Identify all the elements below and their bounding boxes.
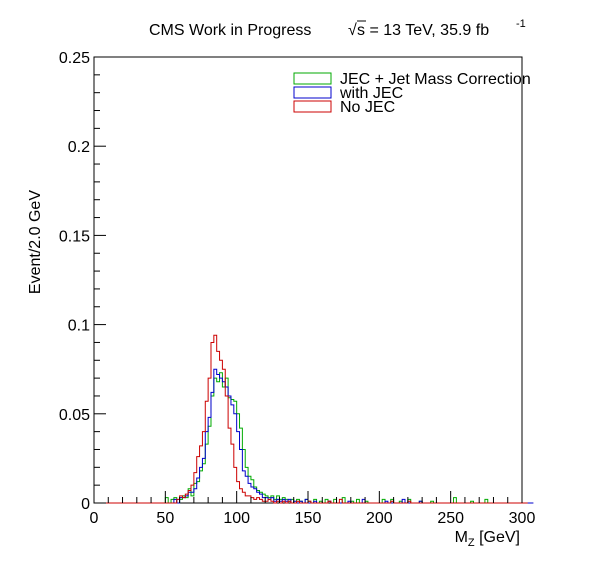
y-tick-label: 0.15	[59, 228, 90, 245]
y-tick-label: 0.25	[59, 50, 90, 67]
x-axis-label-unit: [GeV]	[475, 529, 520, 546]
y-tick-label: 0	[81, 496, 90, 513]
x-tick-label: 0	[90, 510, 99, 527]
y-tick-label: 0.05	[59, 407, 90, 424]
x-tick-label: 200	[366, 510, 393, 527]
legend-label: No JEC	[340, 99, 395, 116]
histogram-series-group	[94, 334, 534, 504]
y-axis: 0 0.05 0.1 0.15 0.2 0.25	[59, 50, 106, 513]
y-axis-label: Event/2.0 GeV	[27, 190, 44, 294]
plot-frame	[93, 56, 523, 504]
x-axis: 0 50 100 150 200 250 300	[90, 491, 536, 527]
x-tick-label: 100	[223, 510, 250, 527]
sqrt-symbol: √	[348, 22, 357, 39]
legend-swatch	[293, 100, 332, 113]
y-tick-label: 0.1	[68, 318, 90, 335]
legend-label: JEC + Jet Mass Correction	[340, 71, 531, 88]
x-tick-label: 250	[437, 510, 464, 527]
x-axis-label: MZ [GeV]	[455, 529, 520, 549]
y-tick-label: 0.2	[68, 139, 90, 156]
histogram-series-0	[94, 372, 531, 504]
x-tick-label: 300	[509, 510, 536, 527]
x-axis-label-subscript: Z	[468, 537, 475, 549]
legend-swatch	[293, 86, 332, 99]
chart-lumi-exponent: -1	[516, 18, 526, 30]
histogram-series-2	[94, 334, 528, 504]
legend-label: with JEC	[339, 85, 403, 102]
chart-title: CMS Work in Progress	[149, 22, 311, 39]
x-tick-label: 50	[156, 510, 174, 527]
x-axis-label-main: M	[455, 529, 468, 546]
x-tick-label: 150	[295, 510, 322, 527]
chart-energy-lumi: s = 13 TeV, 35.9 fb	[357, 22, 489, 39]
legend-swatch	[293, 72, 332, 85]
histogram-series-1	[94, 368, 534, 504]
